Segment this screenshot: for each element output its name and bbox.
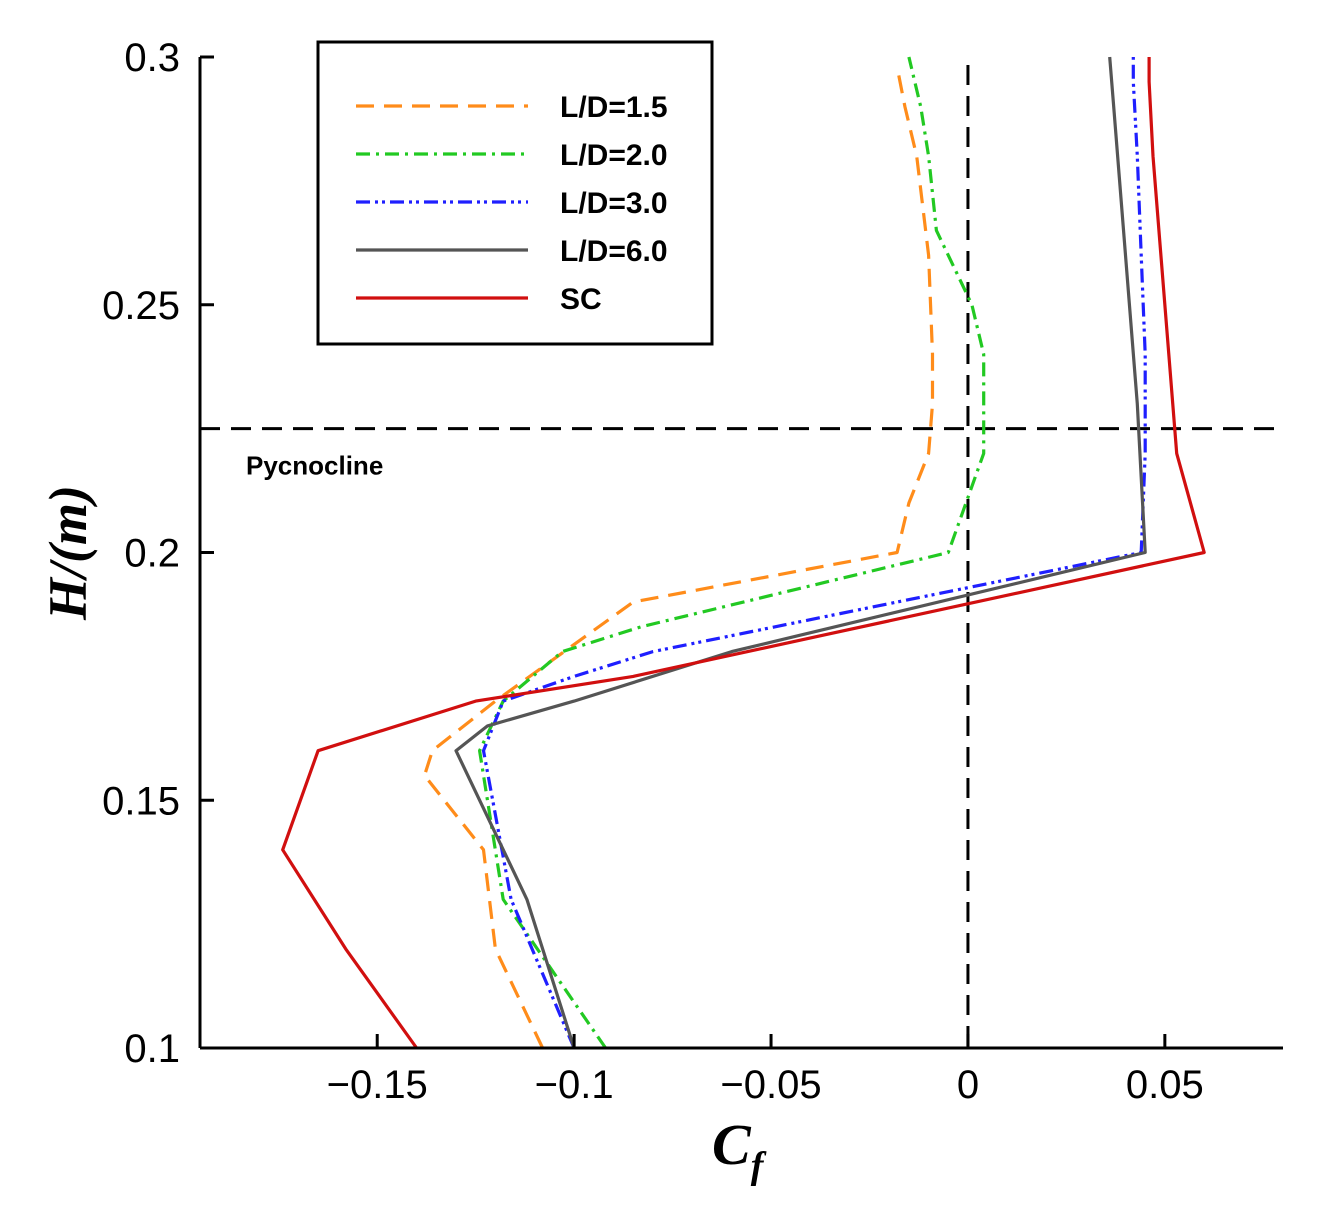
x-tick-label: −0.1 — [535, 1063, 614, 1107]
series-line-sc — [281, 57, 1206, 1049]
legend: L/D=1.5 L/D=2.0 L/D=3.0 L/D=6.0 SC — [316, 40, 714, 346]
series-line-l-d-6-0 — [454, 56, 1147, 1049]
reference-lines — [200, 65, 1283, 1048]
x-axis-label: Cf — [712, 1112, 767, 1187]
x-axis-label-main: C — [712, 1112, 752, 1177]
series-line-l-d-2-0 — [478, 56, 986, 1049]
tick-labels: −0.15 −0.1 −0.05 0 0.05 0.1 0.15 0.2 0.25 0.3 — [102, 36, 1204, 1107]
legend-label: L/D=3.0 — [560, 187, 668, 220]
y-tick-label: 0.2 — [124, 532, 180, 576]
x-tick-label: 0 — [957, 1063, 979, 1107]
y-tick-label: 0.3 — [124, 36, 180, 80]
pycnocline-label: Pycnocline — [246, 451, 383, 481]
x-tick-label: −0.05 — [720, 1063, 821, 1107]
legend-label: SC — [560, 283, 602, 316]
y-tick-label: 0.15 — [102, 779, 180, 823]
x-axis-label-subscript: f — [751, 1145, 767, 1187]
x-tick-label: −0.15 — [327, 1063, 428, 1107]
legend-label: L/D=6.0 — [560, 235, 668, 268]
y-tick-label: 0.25 — [102, 284, 180, 328]
series-lines — [281, 56, 1206, 1049]
y-tick-label: 0.1 — [124, 1027, 180, 1071]
series-line-l-d-1-5 — [422, 66, 935, 1049]
y-axis-label: H/(m) — [38, 485, 98, 621]
legend-label: L/D=2.0 — [560, 139, 668, 172]
ticks — [200, 55, 1167, 1050]
legend-box — [316, 40, 714, 346]
legend-label: L/D=1.5 — [560, 91, 668, 124]
x-tick-label: 0.05 — [1126, 1063, 1204, 1107]
